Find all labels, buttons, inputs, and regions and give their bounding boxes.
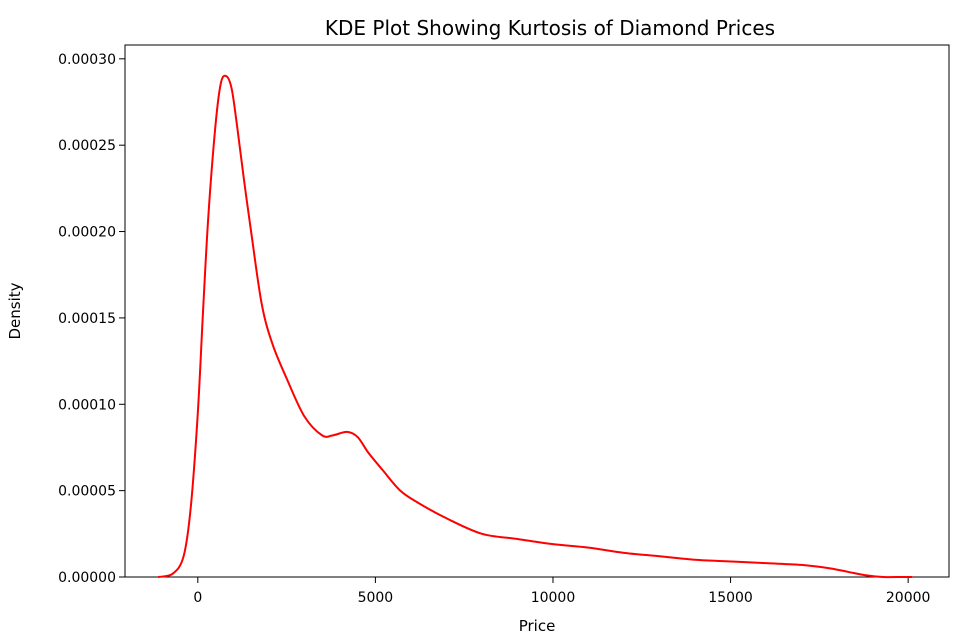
x-tick-label: 10000 [531,590,576,606]
y-axis-label: Density [6,282,24,339]
x-tick-label: 20000 [886,590,931,606]
x-tick-label: 0 [193,590,202,606]
plot-area-frame [124,44,950,578]
y-tick-label: 0.00020 [58,225,116,241]
y-axis: 0.00000 0.00005 0.00010 0.00015 0.00020 0.000… [58,52,125,586]
x-axis: 0 5000 10000 15000 20000 [193,577,930,606]
kde-density-line [157,74,913,579]
y-tick-label: 0.00015 [58,311,116,327]
y-tick-label: 0.00005 [58,484,116,500]
y-tick-label: 0.00000 [58,570,116,586]
x-axis-label: Price [519,617,556,635]
y-tick-label: 0.00030 [58,52,116,68]
x-tick-label: 5000 [358,590,394,606]
y-tick-label: 0.00025 [58,138,116,154]
chart-title: KDE Plot Showing Kurtosis of Diamond Pri… [325,16,775,40]
x-tick-label: 15000 [708,590,753,606]
y-tick-label: 0.00010 [58,397,116,413]
